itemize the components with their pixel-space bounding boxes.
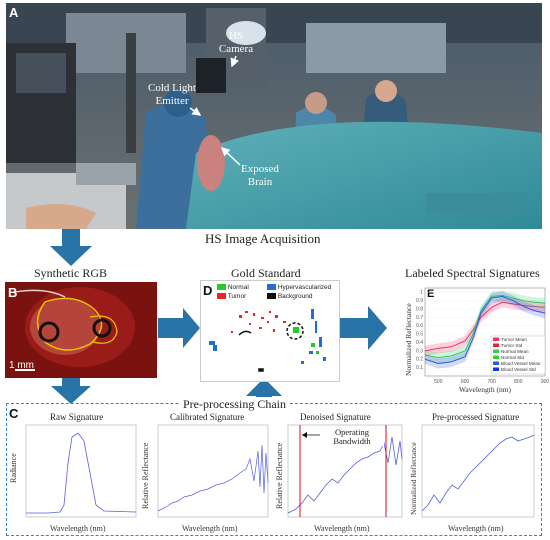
arrow-gold-to-labeled — [340, 306, 387, 350]
calibrated-title: Calibrated Signature — [170, 412, 245, 422]
chart-e-legend-label-0: Tumor Mean — [501, 337, 527, 342]
synthetic-rgb-image — [5, 282, 157, 378]
chart-e-xlabel: Wavelength (nm) — [459, 385, 512, 394]
legend-normal-swatch — [217, 284, 226, 291]
legend-background-swatch — [267, 293, 276, 300]
scale-bar-label: 1 mm — [9, 360, 34, 371]
chart-e-ytick-2: 0.3 — [416, 348, 423, 354]
legend-tumor-swatch — [217, 293, 226, 300]
legend-normal: Normal — [217, 283, 249, 292]
legend-hyper-label: Hypervascularized — [277, 284, 332, 291]
chart-e-legend-swatch-1 — [493, 343, 499, 347]
chart-e-ytick-8: 0.9 — [416, 298, 423, 304]
chart-e-ytick-5: 0.6 — [416, 323, 423, 329]
preprocessed-title: Pre-processed Signature — [432, 412, 520, 422]
photo-annotation-arrows — [189, 55, 241, 166]
gold-standard-caption: Gold Standard — [231, 266, 301, 280]
acquisition-caption: HS Image Acquisition — [205, 231, 321, 246]
exposed-brain-label: Exposed Brain — [241, 163, 279, 188]
raw-title: Raw Signature — [50, 412, 104, 422]
hs-camera-label: HS Camera — [218, 30, 254, 55]
denoised-xlabel: Wavelength (nm) — [314, 524, 370, 533]
chart-e-legend-swatch-2 — [493, 349, 499, 353]
arrow-rgb-to-preprocessing — [51, 370, 91, 404]
chart-e-legend-label-1: Tumor Std — [501, 343, 523, 348]
emitter-arrow — [189, 107, 202, 116]
preprocessed-signature-plot: Normalized Reflectance Wavelength (nm) — [409, 424, 535, 533]
calibrated-ylabel: Relative Reflectance — [141, 442, 150, 509]
operating-room-photo — [6, 3, 542, 229]
chart-e-ylabel: Normalized Reflectance — [404, 303, 413, 376]
calibrated-xlabel: Wavelength (nm) — [182, 524, 238, 533]
legend-tumor: Tumor — [217, 292, 246, 301]
chart-e-ytick-7: 0.8 — [416, 306, 423, 312]
chart-e-xtick-4: 900 — [541, 379, 550, 385]
chart-e-legend-swatch-5 — [493, 367, 499, 371]
chart-e-ytick-1: 0.2 — [416, 357, 423, 363]
arrow-rgb-to-gold — [158, 308, 200, 348]
legend-hypervascularized: Hypervascularized — [267, 283, 331, 292]
arrow-down-to-rgb — [50, 229, 92, 266]
denoised-title: Denoised Signature — [300, 412, 371, 422]
chart-e-xtick-3: 800 — [514, 379, 523, 385]
chart-e-ytick-9: 1 — [420, 290, 423, 296]
legend-normal-label: Normal — [227, 284, 249, 291]
chart-e-ytick-6: 0.7 — [416, 315, 423, 321]
chart-e-xtick-2: 700 — [487, 379, 496, 385]
legend-hyper-swatch — [267, 284, 276, 291]
synthetic-rgb-caption: Synthetic RGB — [34, 266, 108, 280]
raw-signature-plot: Radiance Wavelength (nm) — [9, 424, 137, 533]
chart-e-ytick-4: 0.5 — [416, 332, 423, 338]
chart-e-legend-label-2: Normal Mean — [501, 349, 529, 354]
chart-e-legend-label-5: Blood Vessel Std — [501, 367, 536, 372]
calibrated-signature-plot: Relative Reflectance Wavelength (nm) — [141, 424, 269, 533]
chart-e-legend-swatch-3 — [493, 355, 499, 359]
panel-letter-d: D — [203, 283, 213, 298]
panel-letter-c: C — [9, 406, 19, 421]
chart-e-xtick-1: 600 — [461, 379, 470, 385]
chart-e-series-2 — [424, 295, 546, 364]
panel-letter-b: B — [8, 285, 18, 300]
labeled-signatures-chart: E 0.1 0.2 0.3 0.4 0.5 0.6 0.7 0.8 0.9 1 500 600 700 80… — [404, 287, 550, 394]
legend-background-label: Background — [277, 293, 313, 300]
operating-bandwidth-label: Operating Bandwidth — [320, 428, 384, 446]
preprocessing-caption: Pre-processing Chain — [180, 397, 289, 412]
gold-standard-map: D Normal Hypervascularized Tumor Backgro… — [200, 280, 340, 382]
arrow-preprocessing-to-gold — [246, 378, 282, 410]
chart-e-series-0 — [424, 301, 546, 352]
chart-e-ytick-0: 0.1 — [416, 365, 423, 371]
denoised-ylabel: Relative Reflectance — [275, 442, 284, 509]
chart-e-legend-label-4: Blood Vessel Mean — [501, 361, 541, 366]
chart-e-xtick-0: 500 — [434, 379, 443, 385]
raw-xlabel: Wavelength (nm) — [50, 524, 106, 533]
chart-e-series-1 — [424, 295, 546, 359]
labeled-signatures-caption: Labeled Spectral Signatures — [405, 266, 540, 280]
chart-e-legend-label-3: Normal Std — [501, 355, 524, 360]
panel-letter-a: A — [9, 5, 19, 20]
legend-tumor-label: Tumor — [227, 293, 247, 300]
camera-arrow — [230, 55, 239, 68]
preprocessed-xlabel: Wavelength (nm) — [448, 524, 504, 533]
chart-e-legend-swatch-4 — [493, 361, 499, 365]
brain-arrow — [220, 146, 241, 166]
flow-arrows — [50, 229, 387, 410]
chart-e-std-band-0 — [425, 297, 545, 356]
chart-e-legend-swatch-0 — [493, 337, 499, 341]
panel-letter-e: E — [427, 288, 434, 300]
chart-e-ytick-3: 0.4 — [416, 340, 423, 346]
raw-ylabel: Radiance — [9, 453, 18, 483]
legend-background: Background — [267, 292, 313, 301]
preprocessed-ylabel: Normalized Reflectance — [409, 442, 418, 515]
chart-e-legend-box — [490, 335, 546, 375]
gold-standard-labels-scatter — [209, 309, 326, 372]
cold-light-emitter-label: Cold Light Emitter — [148, 82, 196, 107]
